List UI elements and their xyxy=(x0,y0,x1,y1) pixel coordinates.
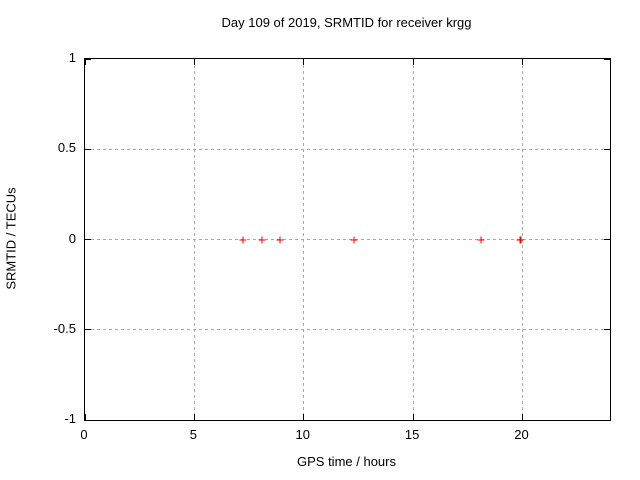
x-tick-mark-top xyxy=(84,59,86,65)
x-tick-label: 15 xyxy=(404,427,420,442)
y-tick-label: -1 xyxy=(64,411,76,426)
gridline-horizontal xyxy=(85,239,610,240)
x-tick-label: 5 xyxy=(189,427,197,442)
y-axis-title: SRMTID / TECUs xyxy=(3,187,19,290)
x-tick-mark-top xyxy=(522,59,523,65)
y-tick-mark xyxy=(85,329,91,331)
y-tick-mark-right xyxy=(604,419,610,421)
y-tick-label: 1 xyxy=(68,50,76,65)
x-axis-title: GPS time / hours xyxy=(297,454,396,469)
y-tick-mark xyxy=(85,58,91,60)
y-axis-title-container: SRMTID / TECUs xyxy=(0,58,22,419)
data-point-plus xyxy=(258,236,266,243)
x-tick-mark-top xyxy=(412,59,414,65)
x-tick-mark xyxy=(303,414,305,420)
y-tick-mark xyxy=(85,148,91,150)
gridline-horizontal xyxy=(85,148,610,150)
x-tick-mark xyxy=(412,414,414,420)
y-tick-mark xyxy=(85,239,91,240)
y-tick-mark-right xyxy=(604,239,610,240)
y-tick-label: 0.5 xyxy=(57,140,76,156)
plot-area xyxy=(84,58,611,421)
y-tick-mark-right xyxy=(604,329,610,331)
data-point-plus xyxy=(276,236,284,243)
y-tick-mark xyxy=(85,419,91,421)
x-tick-label: 10 xyxy=(295,427,310,442)
x-tick-mark xyxy=(84,414,86,420)
y-tick-label: -0.5 xyxy=(53,320,76,336)
gridline-horizontal xyxy=(85,329,610,331)
data-point-plus xyxy=(516,236,524,243)
x-tick-mark-top xyxy=(303,59,305,65)
y-tick-mark-right xyxy=(604,58,610,60)
x-tick-mark-top xyxy=(193,59,195,65)
chart-title: Day 109 of 2019, SRMTID for receiver krg… xyxy=(221,15,472,30)
y-tick-label: 0 xyxy=(68,230,76,246)
data-point-plus xyxy=(350,236,358,243)
x-tick-mark xyxy=(522,414,523,420)
data-point-plus xyxy=(477,236,485,243)
x-tick-label: 20 xyxy=(514,427,529,442)
y-tick-mark-right xyxy=(604,148,610,150)
data-point-plus xyxy=(239,236,246,243)
x-tick-label: 0 xyxy=(80,427,88,442)
x-tick-mark xyxy=(193,414,195,420)
